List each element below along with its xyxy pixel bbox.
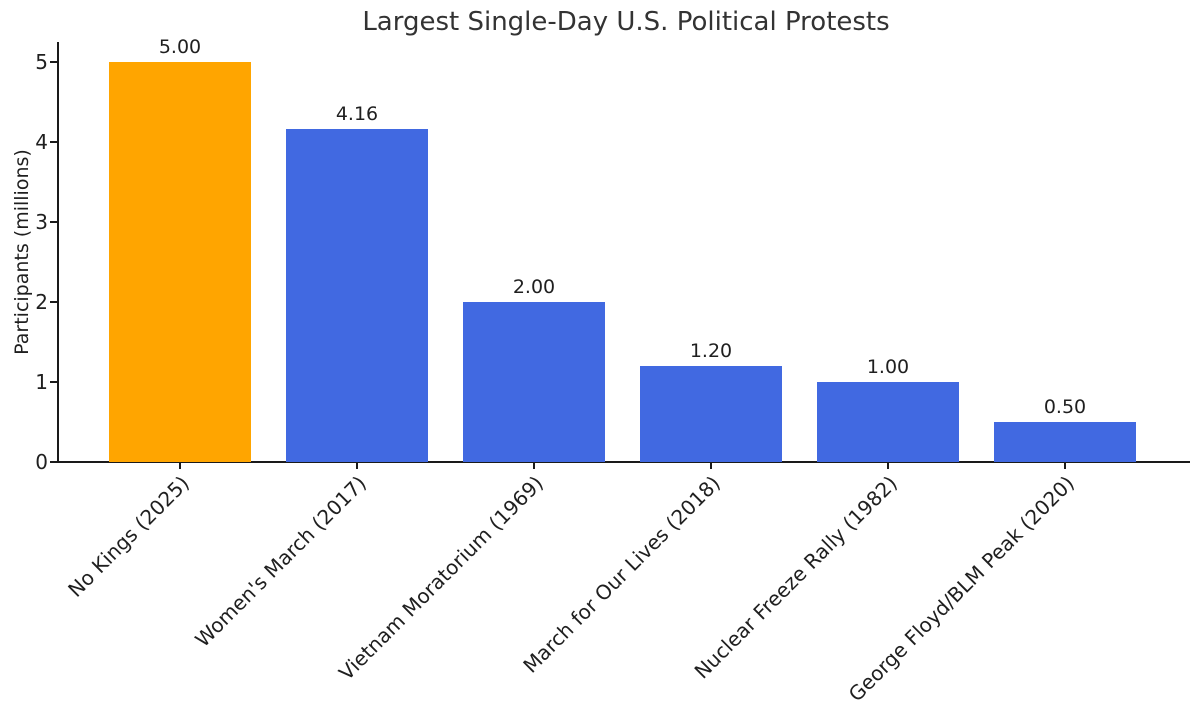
- y-tick-mark: [50, 461, 57, 463]
- y-tick-label: 3: [35, 210, 48, 234]
- bar-value-label: 5.00: [158, 36, 202, 58]
- y-axis-spine: [57, 42, 59, 463]
- bar: [286, 129, 428, 462]
- y-tick-label: 0: [35, 450, 48, 474]
- bar-value-label: 1.20: [689, 340, 733, 362]
- bar: [463, 302, 605, 462]
- bar: [994, 422, 1136, 462]
- bar-value-label: 4.16: [335, 103, 379, 126]
- x-tick-mark: [533, 463, 535, 469]
- x-tick-mark: [710, 463, 712, 469]
- y-tick-mark: [50, 381, 57, 383]
- y-tick-label: 2: [35, 290, 48, 314]
- y-tick-label: 1: [35, 370, 48, 394]
- y-tick-mark: [50, 301, 57, 303]
- x-tick-label: George Floyd/BLM Peak (2020): [843, 471, 1079, 707]
- bar: [817, 382, 959, 462]
- bar-value-label: 1.00: [866, 356, 910, 378]
- x-axis-spine: [57, 461, 1190, 463]
- x-tick-mark: [356, 463, 358, 469]
- y-tick-label: 4: [35, 130, 48, 154]
- y-tick-label: 5: [35, 50, 48, 74]
- x-tick-mark: [179, 463, 181, 469]
- bar-value-label: 2.00: [512, 276, 556, 298]
- bar: [640, 366, 782, 462]
- x-tick-mark: [1064, 463, 1066, 469]
- y-tick-mark: [50, 61, 57, 63]
- chart-title: Largest Single-Day U.S. Political Protes…: [362, 7, 890, 37]
- y-tick-mark: [50, 141, 57, 143]
- y-axis-label: Participants (millions): [11, 149, 33, 355]
- bar-value-label: 0.50: [1043, 396, 1087, 418]
- bar: [109, 62, 251, 462]
- y-tick-mark: [50, 221, 57, 223]
- x-tick-mark: [887, 463, 889, 469]
